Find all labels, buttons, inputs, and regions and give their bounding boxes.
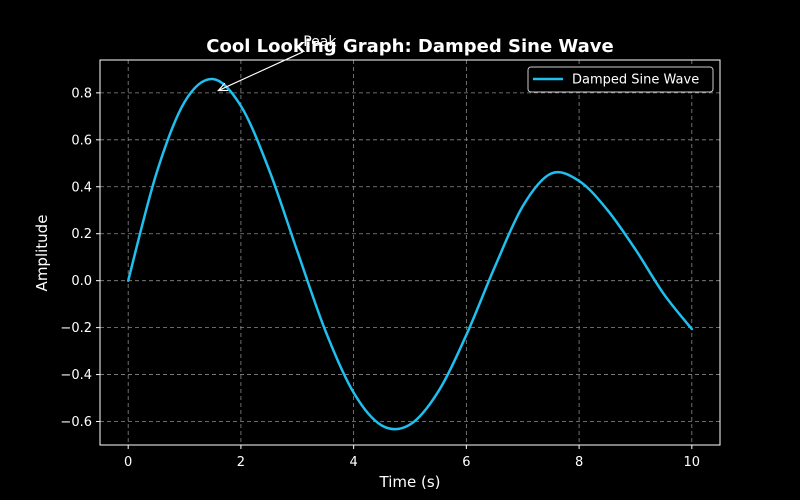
series-layer [126, 77, 694, 431]
grid [100, 60, 720, 445]
legend-label: Damped Sine Wave [572, 73, 699, 88]
plot-frame [99, 59, 721, 446]
y-tick-label: −0.6 [60, 415, 92, 430]
legend-box [527, 66, 714, 93]
y-tick-label: 0.2 [71, 227, 92, 242]
y-tick-label: 0.8 [71, 86, 92, 101]
annotation-label: Peak [303, 34, 337, 50]
annotation-arrow [218, 51, 304, 92]
y-tick-label: −0.4 [60, 368, 92, 383]
x-axis-label: Time (s) [379, 473, 441, 491]
ticks: 0 2 4 6 8 10 −0.6 −0.4 −0.2 0.0 0.2 0.4 0.6 0.8 [60, 86, 700, 470]
x-tick-label: 4 [349, 455, 357, 470]
y-tick-label: 0.0 [71, 274, 92, 289]
x-tick-label: 0 [124, 455, 132, 470]
chart-title: Cool Looking Graph: Damped Sine Wave [206, 36, 613, 57]
annotations: Peak [217, 34, 337, 92]
x-tick-label: 2 [237, 455, 245, 470]
x-tick-label: 10 [684, 455, 701, 470]
y-tick-label: 0.4 [71, 180, 92, 195]
x-tick-label: 8 [575, 455, 583, 470]
series-line [126, 77, 694, 431]
y-tick-label: −0.2 [60, 321, 92, 336]
legend: Damped Sine Wave [527, 66, 714, 93]
annotation-arrowhead [217, 82, 229, 92]
y-axis-label: Amplitude [33, 215, 51, 292]
x-tick-label: 6 [462, 455, 470, 470]
y-tick-label: 0.6 [71, 133, 92, 148]
